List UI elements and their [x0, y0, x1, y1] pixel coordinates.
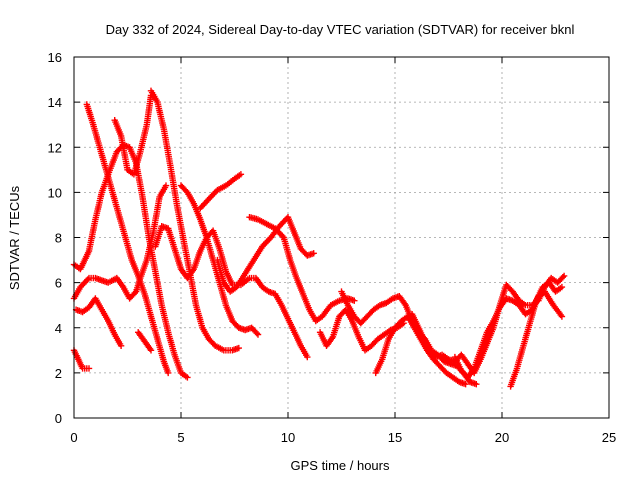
x-tick-label: 20 — [495, 430, 509, 445]
series-markers — [72, 295, 125, 349]
series-markers — [177, 182, 262, 338]
series-markers — [111, 92, 155, 178]
data-series-arc-9 — [152, 223, 311, 361]
x-tick-label: 15 — [388, 430, 402, 445]
axis-ticks — [73, 56, 610, 419]
x-tick-labels: 0 5 10 15 20 25 — [70, 430, 616, 445]
y-tick-label: 16 — [48, 50, 62, 65]
data-series-arc-10 — [177, 182, 262, 338]
y-tick-labels: 0 2 4 6 8 10 12 14 16 — [48, 50, 62, 426]
y-tick-label: 0 — [55, 411, 62, 426]
series-markers — [372, 313, 469, 388]
y-tick-label: 14 — [48, 95, 62, 110]
x-axis-label: GPS time / hours — [291, 458, 390, 473]
data-markers — [70, 87, 568, 390]
chart-title: Day 332 of 2024, Sidereal Day-to-day VTE… — [106, 22, 575, 37]
data-series-arc-3 — [147, 87, 242, 354]
y-tick-label: 10 — [48, 185, 62, 200]
data-series-arc-12 — [214, 214, 317, 295]
y-tick-label: 2 — [55, 366, 62, 381]
x-tick-label: 10 — [281, 430, 295, 445]
data-series-arc-11 — [197, 171, 245, 212]
x-tick-label: 0 — [70, 430, 77, 445]
data-series-arc-16 — [372, 313, 469, 388]
y-tick-label: 6 — [55, 276, 62, 291]
series-markers — [135, 329, 155, 354]
data-series-arc-13 — [246, 214, 358, 325]
series-markers — [507, 279, 566, 390]
x-tick-label: 5 — [177, 430, 184, 445]
data-series-arc-8 — [111, 92, 155, 178]
series-markers — [197, 171, 245, 212]
grid-lines — [74, 57, 609, 418]
series-markers — [152, 223, 311, 361]
x-tick-label: 25 — [602, 430, 616, 445]
data-series-arc-7 — [135, 329, 155, 354]
y-tick-label: 12 — [48, 140, 62, 155]
data-series-arc-19 — [507, 279, 566, 390]
data-series-arc-5 — [72, 295, 125, 349]
series-markers — [147, 87, 242, 354]
y-axis-label: SDTVAR / TECUs — [7, 185, 22, 290]
y-tick-label: 4 — [55, 321, 62, 336]
series-markers — [246, 214, 358, 325]
series-markers — [214, 214, 317, 295]
y-tick-label: 8 — [55, 231, 62, 246]
